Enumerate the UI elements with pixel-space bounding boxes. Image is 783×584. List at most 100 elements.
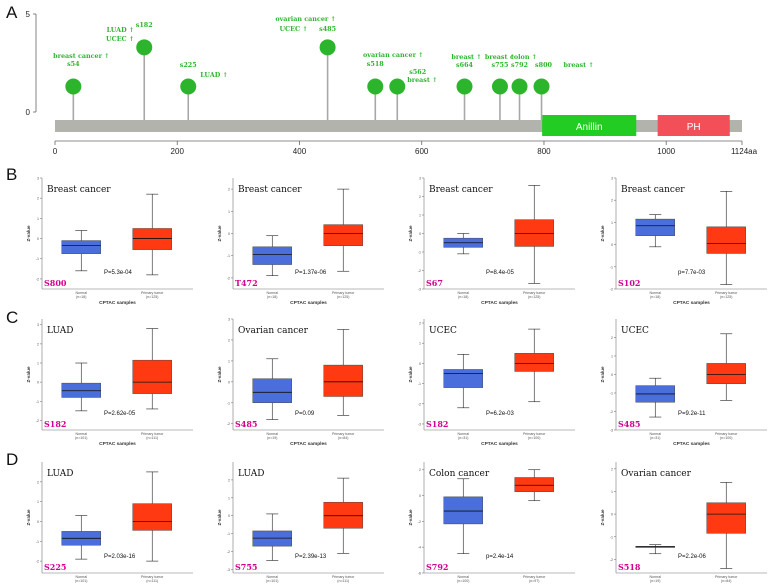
x-tick-label: 600 — [415, 147, 429, 156]
p-value: P=2.03e-16 — [104, 554, 136, 560]
group-n-normal: (n=101) — [75, 436, 88, 440]
y-axis-title: Z-value — [600, 509, 605, 526]
group-n-tumor: (n=111) — [146, 436, 158, 440]
p-value: P=9.2e-11 — [678, 411, 706, 417]
site-annotation: UCEC ↑ — [279, 25, 307, 33]
y-tick-label: -2 — [227, 422, 230, 426]
domain-label: PH — [687, 122, 701, 133]
p-value: P=1.37e-06 — [295, 270, 327, 276]
y-tick-label: 1 — [419, 214, 421, 218]
y-tick-label: 2 — [419, 195, 421, 199]
y-axis-title: Z-value — [600, 366, 605, 383]
y-tick-label: 0 — [37, 237, 39, 241]
y-axis-title: Z-value — [408, 366, 413, 383]
y-tick-label: -3 — [610, 429, 613, 433]
normal-box — [635, 218, 675, 236]
y-tick-label: 2 — [228, 338, 230, 342]
y-tick-label: -3 — [418, 288, 421, 292]
group-n-normal: (n=19) — [267, 436, 278, 440]
tumor-box — [706, 226, 746, 254]
y-tick-label: -2 — [610, 288, 613, 292]
tumor-box — [706, 502, 746, 534]
panel-letter-d: D — [6, 450, 18, 469]
y-tick-label: 1 — [228, 359, 230, 363]
y-tick-label: 2 — [228, 478, 230, 482]
group-label-tumor: Primary tumor — [523, 432, 546, 436]
group-label-normal: Normal — [75, 432, 87, 436]
y-tick-label: -1 — [610, 265, 613, 269]
group-label-tumor: Primary tumor — [332, 291, 355, 295]
y-tick-label: -1 — [36, 400, 39, 404]
site-annotation: ovarian cancer ↑ — [275, 15, 336, 23]
y-tick-label: -2 — [418, 269, 421, 273]
tumor-box — [132, 228, 172, 250]
group-n-normal: (n=18) — [76, 295, 87, 299]
y-tick-label: 3 — [37, 323, 39, 327]
y-tick-label: -2 — [36, 560, 39, 564]
group-label-tumor: Primary tumor — [715, 432, 738, 436]
site-annotation: colon ↑ — [510, 53, 537, 61]
y-tick-label: -2 — [418, 402, 421, 406]
domain-ph — [657, 115, 730, 136]
boxplot-panel: -3 -2 -1 0 1 2 3 Z-value Normal(n=18) Primary tum… — [408, 177, 575, 306]
y-tick-label: -2 — [36, 277, 39, 281]
p-value: P=2.2e-06 — [678, 554, 707, 560]
x-axis-title: CPTAC samples — [481, 300, 518, 306]
y-tick-label: -2 — [418, 520, 421, 524]
group-n-tumor: (n=100) — [528, 436, 541, 440]
normal-box — [443, 496, 483, 525]
lollipop-head — [456, 78, 473, 95]
site-label: s800 — [535, 61, 552, 69]
group-label-tumor: Primary tumor — [523, 575, 546, 579]
y-tick-label: 0 — [611, 373, 613, 377]
y-tick-label: 1 — [37, 362, 39, 366]
site-label: S102 — [618, 278, 640, 288]
site-annotation: breast ↑ — [485, 53, 515, 61]
protein-bar — [55, 120, 742, 132]
plot-title: Ovarian cancer — [238, 326, 309, 336]
y-tick-label: 2 — [228, 188, 230, 192]
normal-box — [252, 246, 292, 265]
group-label-tumor: Primary tumor — [332, 432, 355, 436]
normal-box — [252, 378, 292, 403]
group-label-normal: Normal — [457, 291, 469, 295]
domain-label: Anillin — [576, 122, 603, 133]
lollipop-plot: 0 5 Anillin PH 0 200 400 600 800 1000 1124aa breast… — [26, 10, 758, 156]
y-tick-label: 3 — [228, 318, 230, 322]
y-axis-title: Z-value — [217, 225, 222, 242]
site-label: S485 — [618, 419, 640, 429]
y-tick-label: 0 — [419, 362, 421, 366]
p-value: p=7.7e-03 — [678, 270, 706, 276]
group-label-normal: Normal — [75, 291, 87, 295]
y-tick-label: 3 — [611, 177, 613, 181]
boxplot-panel: -2 -1 0 1 2 3 Z-value Normal(n=18) Primary tumor… — [600, 177, 767, 306]
group-n-tumor: (n=125) — [146, 295, 159, 299]
group-label-tumor: Primary tumor — [715, 575, 738, 579]
plot-title: Breast cancer — [47, 185, 111, 195]
y-axis-title: Z-value — [26, 509, 31, 526]
p-value: P=0.09 — [295, 411, 315, 417]
y-tick-label: -3 — [227, 568, 230, 572]
group-label-tumor: Primary tumor — [332, 575, 355, 579]
site-annotation: breast ↑ — [407, 76, 437, 84]
group-n-tumor: (n=125) — [337, 295, 350, 299]
group-label-tumor: Primary tumor — [141, 432, 164, 436]
p-value: P=2.39e-13 — [295, 554, 327, 560]
normal-box — [443, 369, 483, 388]
protein-length-label: 1124aa — [731, 147, 758, 156]
site-label: s54 — [67, 60, 80, 68]
y-tick-label: 0 — [228, 232, 230, 236]
plot-title: LUAD — [47, 326, 74, 336]
lollipop-head — [511, 78, 528, 95]
boxplot-panel: -6 -4 -2 0 2 Z-value Normal(n=100) Primary tumo… — [408, 462, 575, 583]
y-tick-label: 0 — [37, 381, 39, 385]
group-label-tumor: Primary tumor — [523, 291, 546, 295]
x-axis-title: CPTAC samples — [673, 441, 710, 447]
group-n-normal: (n=31) — [458, 436, 469, 440]
plot-title: Ovarian cancer — [621, 469, 692, 479]
y-axis-title: Z-value — [26, 366, 31, 383]
site-label: s664 — [456, 61, 473, 69]
panel-letter-b: B — [6, 165, 17, 184]
x-tick-label: 0 — [53, 147, 58, 156]
